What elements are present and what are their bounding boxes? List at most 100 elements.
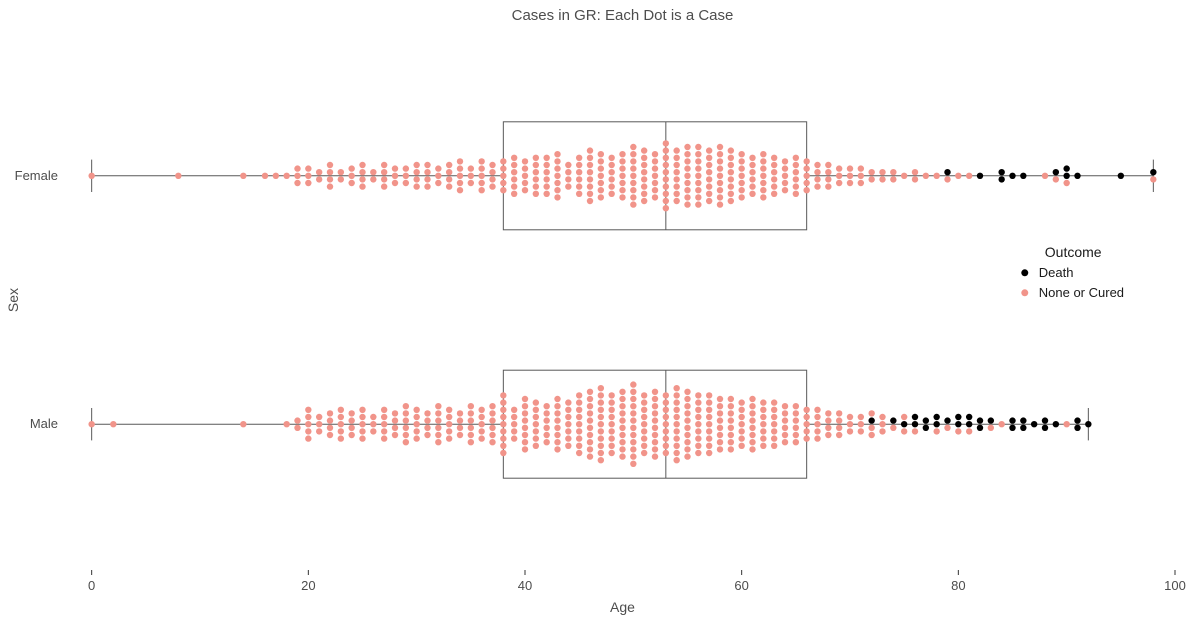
dot-cured bbox=[619, 410, 625, 416]
dot-death bbox=[998, 176, 1004, 182]
dot-cured bbox=[240, 421, 246, 427]
dot-cured bbox=[565, 183, 571, 189]
dot-cured bbox=[825, 183, 831, 189]
dot-cured bbox=[576, 392, 582, 398]
dot-death bbox=[1020, 173, 1026, 179]
dot-cured bbox=[435, 417, 441, 423]
dot-cured bbox=[554, 403, 560, 409]
x-axis-label: Age bbox=[610, 599, 635, 615]
dot-cured bbox=[598, 435, 604, 441]
dot-cured bbox=[338, 169, 344, 175]
dot-cured bbox=[403, 425, 409, 431]
dot-cured bbox=[608, 169, 614, 175]
dot-cured bbox=[728, 425, 734, 431]
dot-cured bbox=[652, 439, 658, 445]
dot-cured bbox=[738, 173, 744, 179]
legend-item-label: None or Cured bbox=[1039, 285, 1124, 300]
dot-cured bbox=[598, 158, 604, 164]
dot-cured bbox=[673, 169, 679, 175]
dot-cured bbox=[381, 435, 387, 441]
dot-cured bbox=[630, 180, 636, 186]
dot-cured bbox=[641, 407, 647, 413]
dot-cured bbox=[793, 417, 799, 423]
dot-cured bbox=[262, 173, 268, 179]
dot-cured bbox=[706, 421, 712, 427]
dot-cured bbox=[923, 173, 929, 179]
dot-cured bbox=[533, 421, 539, 427]
dot-cured bbox=[327, 162, 333, 168]
dot-cured bbox=[630, 425, 636, 431]
dot-cured bbox=[554, 425, 560, 431]
dot-cured bbox=[543, 403, 549, 409]
dot-cured bbox=[500, 158, 506, 164]
dot-cured bbox=[619, 180, 625, 186]
dot-death bbox=[1042, 417, 1048, 423]
dot-cured bbox=[684, 389, 690, 395]
dot-cured bbox=[598, 194, 604, 200]
dot-cured bbox=[348, 173, 354, 179]
dot-cured bbox=[565, 414, 571, 420]
dot-cured bbox=[695, 173, 701, 179]
dot-cured bbox=[717, 439, 723, 445]
dot-cured bbox=[890, 169, 896, 175]
dot-cured bbox=[717, 403, 723, 409]
dot-cured bbox=[673, 414, 679, 420]
dot-cured bbox=[706, 414, 712, 420]
y-category-label: Male bbox=[30, 416, 58, 431]
dot-cured bbox=[587, 169, 593, 175]
chart-bg bbox=[0, 0, 1200, 617]
dot-cured bbox=[652, 187, 658, 193]
dot-cured bbox=[543, 432, 549, 438]
dot-cured bbox=[403, 410, 409, 416]
dot-cured bbox=[413, 162, 419, 168]
dot-cured bbox=[912, 176, 918, 182]
dot-cured bbox=[738, 158, 744, 164]
dot-cured bbox=[587, 432, 593, 438]
dot-cured bbox=[338, 428, 344, 434]
dot-cured bbox=[381, 169, 387, 175]
dot-cured bbox=[543, 169, 549, 175]
dot-cured bbox=[706, 392, 712, 398]
dot-cured bbox=[652, 389, 658, 395]
dot-cured bbox=[403, 403, 409, 409]
dot-cured bbox=[630, 158, 636, 164]
dot-cured bbox=[933, 428, 939, 434]
dot-cured bbox=[695, 187, 701, 193]
dot-cured bbox=[738, 151, 744, 157]
dot-cured bbox=[728, 396, 734, 402]
dot-cured bbox=[684, 158, 690, 164]
dot-cured bbox=[327, 432, 333, 438]
dot-cured bbox=[890, 176, 896, 182]
dot-cured bbox=[955, 428, 961, 434]
dot-cured bbox=[663, 162, 669, 168]
dot-cured bbox=[468, 432, 474, 438]
dot-cured bbox=[608, 443, 614, 449]
dot-cured bbox=[619, 396, 625, 402]
dot-cured bbox=[598, 457, 604, 463]
dot-cured bbox=[305, 414, 311, 420]
dot-cured bbox=[338, 435, 344, 441]
dot-death bbox=[998, 169, 1004, 175]
dot-death bbox=[912, 414, 918, 420]
dot-cured bbox=[814, 183, 820, 189]
dot-cured bbox=[695, 407, 701, 413]
dot-cured bbox=[890, 425, 896, 431]
dot-cured bbox=[868, 425, 874, 431]
dot-cured bbox=[576, 450, 582, 456]
dot-cured bbox=[814, 162, 820, 168]
dot-death bbox=[1020, 417, 1026, 423]
dot-cured bbox=[565, 443, 571, 449]
dot-cured bbox=[413, 421, 419, 427]
dot-cured bbox=[435, 410, 441, 416]
dot-cured bbox=[706, 399, 712, 405]
dot-cured bbox=[392, 165, 398, 171]
dot-cured bbox=[782, 165, 788, 171]
dot-cured bbox=[749, 410, 755, 416]
dot-cured bbox=[348, 410, 354, 416]
dot-cured bbox=[338, 176, 344, 182]
dot-cured bbox=[684, 151, 690, 157]
legend-swatch bbox=[1021, 269, 1028, 276]
dot-cured bbox=[598, 165, 604, 171]
dot-cured bbox=[522, 187, 528, 193]
dot-cured bbox=[717, 201, 723, 207]
